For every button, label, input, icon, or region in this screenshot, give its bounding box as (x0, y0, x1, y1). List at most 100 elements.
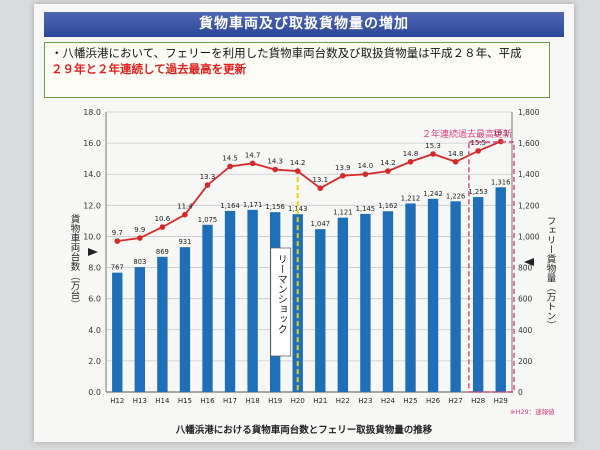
line-value-label: 13.9 (335, 164, 351, 172)
y-left-axis-title: 貨物車両台数（万台） (69, 213, 81, 309)
line-value-label: 9.9 (134, 226, 145, 234)
line-point (385, 168, 391, 174)
y-left-tick-label: 2.0 (88, 357, 101, 366)
bar (179, 247, 191, 392)
y-right-tick-label: 400 (518, 326, 533, 335)
line-value-label: 14.5 (222, 154, 238, 162)
x-tick-label: H21 (313, 397, 327, 405)
line-value-label: 16.1 (493, 130, 509, 138)
slide: 貨物車両及び取扱貨物量の増加 ・八幡浜港において、フェリーを利用した貨物車両台数… (34, 4, 574, 442)
line-value-label: 9.7 (112, 229, 123, 237)
bar-value-label: 1,164 (220, 202, 239, 210)
y-left-tick-label: 16.0 (83, 139, 101, 148)
bar-value-label: 1,121 (333, 209, 352, 217)
bar-value-label: 1,171 (243, 201, 262, 209)
lehman-label: リーマンショック (275, 254, 286, 334)
x-tick-label: H25 (403, 397, 417, 405)
line-value-label: 14.3 (267, 158, 283, 166)
bar-value-label: 1,156 (265, 203, 284, 211)
bar (382, 211, 394, 392)
bar (292, 214, 303, 392)
line-point (497, 138, 504, 145)
bar-value-label: 803 (133, 258, 146, 266)
line-value-label: 13.3 (200, 173, 216, 181)
y-left-tick-label: 6.0 (88, 295, 101, 304)
line-point (340, 172, 346, 179)
line-value-label: 14.7 (245, 151, 261, 159)
line-value-label: 14.2 (380, 159, 396, 167)
line-point (407, 158, 414, 165)
y-right-tick-label: 200 (518, 357, 533, 366)
x-tick-label: H18 (246, 397, 260, 405)
bar-value-label: 931 (178, 238, 191, 246)
lehman-label-box (270, 247, 292, 357)
line-value-label: 10.6 (155, 215, 171, 223)
footnote: ※H29：速報値 (510, 407, 555, 416)
y-left-arrow-icon (88, 248, 98, 256)
chart-caption: 八幡浜港における貨物車両台数とフェリー取扱貨物量の推移 (175, 425, 433, 436)
bar-value-label: 1,316 (491, 178, 510, 186)
y-right-tick-label: 1,400 (518, 170, 540, 179)
y-right-axis-title: フェリー貨物量（万トン） (545, 216, 557, 330)
bar (202, 224, 213, 392)
bar-value-label: 1,242 (423, 190, 442, 198)
x-tick-label: H14 (155, 397, 170, 405)
x-tick-label: H15 (178, 397, 192, 405)
bar (495, 187, 506, 392)
bar (134, 267, 146, 392)
line-point (475, 148, 481, 154)
line-value-label: 14.0 (358, 162, 374, 170)
y-left-tick-label: 0.0 (88, 388, 101, 397)
y-right-tick-label: 1,800 (518, 108, 540, 117)
line-value-label: 15.3 (425, 142, 441, 150)
bar (247, 209, 258, 392)
bar-value-label: 1,226 (446, 192, 465, 200)
bar-value-label: 1,145 (356, 205, 375, 213)
y-right-tick-label: 1,200 (518, 201, 540, 210)
bar-value-label: 869 (156, 248, 169, 256)
line-point (317, 185, 324, 192)
line-point (362, 171, 369, 178)
bar-value-label: 1,162 (378, 202, 397, 210)
bar (224, 210, 236, 392)
bar (427, 198, 439, 392)
line-value-label: 13.1 (312, 176, 328, 184)
description-highlight: ２９年と２年連続して過去最高を更新 (51, 62, 247, 76)
y-left-tick-label: 8.0 (88, 264, 101, 273)
record-highlight-box (468, 141, 515, 393)
line-value-label: 14.2 (290, 159, 306, 167)
y-right-tick-label: 1,000 (518, 232, 540, 241)
bar-value-label: 1,075 (198, 216, 217, 224)
line-point (272, 166, 278, 173)
x-tick-label: H13 (133, 397, 147, 405)
line-point (452, 158, 459, 165)
x-tick-label: H26 (426, 397, 441, 405)
record-annotation: ２年連続過去最高更新 (422, 128, 512, 140)
bar-value-label: 767 (111, 264, 124, 272)
x-tick-label: H27 (449, 397, 463, 405)
page-title: 貨物車両及び取扱貨物量の増加 (44, 12, 564, 37)
bar (112, 272, 123, 392)
line-point (159, 224, 166, 230)
x-tick-label: H12 (110, 397, 124, 405)
line-value-label: 14.8 (448, 150, 464, 158)
x-tick-label: H29 (494, 397, 508, 405)
x-tick-label: H24 (381, 397, 396, 405)
line-point (430, 151, 436, 157)
bar (405, 203, 416, 392)
bar (450, 201, 461, 392)
bar-value-label: 1,212 (401, 194, 420, 202)
description-line-1: ・八幡浜港において、フェリーを利用した貨物車両台数及び取扱貨物量は平成２８年、平… (51, 46, 522, 60)
combo-chart: 0.0 0 2.0 200 4.0 400 6.0 600 8.0 800 10.0 1,000 12.… (69, 108, 557, 416)
line-point (114, 238, 121, 244)
line-point (137, 235, 143, 241)
line-point (249, 160, 256, 167)
x-tick-label: H28 (471, 397, 485, 405)
line-point (204, 182, 211, 188)
bar-value-label: 1,253 (468, 188, 487, 196)
y-right-arrow-icon (524, 258, 534, 266)
y-left-tick-label: 18.0 (83, 108, 101, 117)
line-value-label: 11.4 (177, 203, 193, 211)
x-tick-label: H19 (268, 397, 282, 405)
y-right-tick-label: 0 (518, 388, 523, 397)
